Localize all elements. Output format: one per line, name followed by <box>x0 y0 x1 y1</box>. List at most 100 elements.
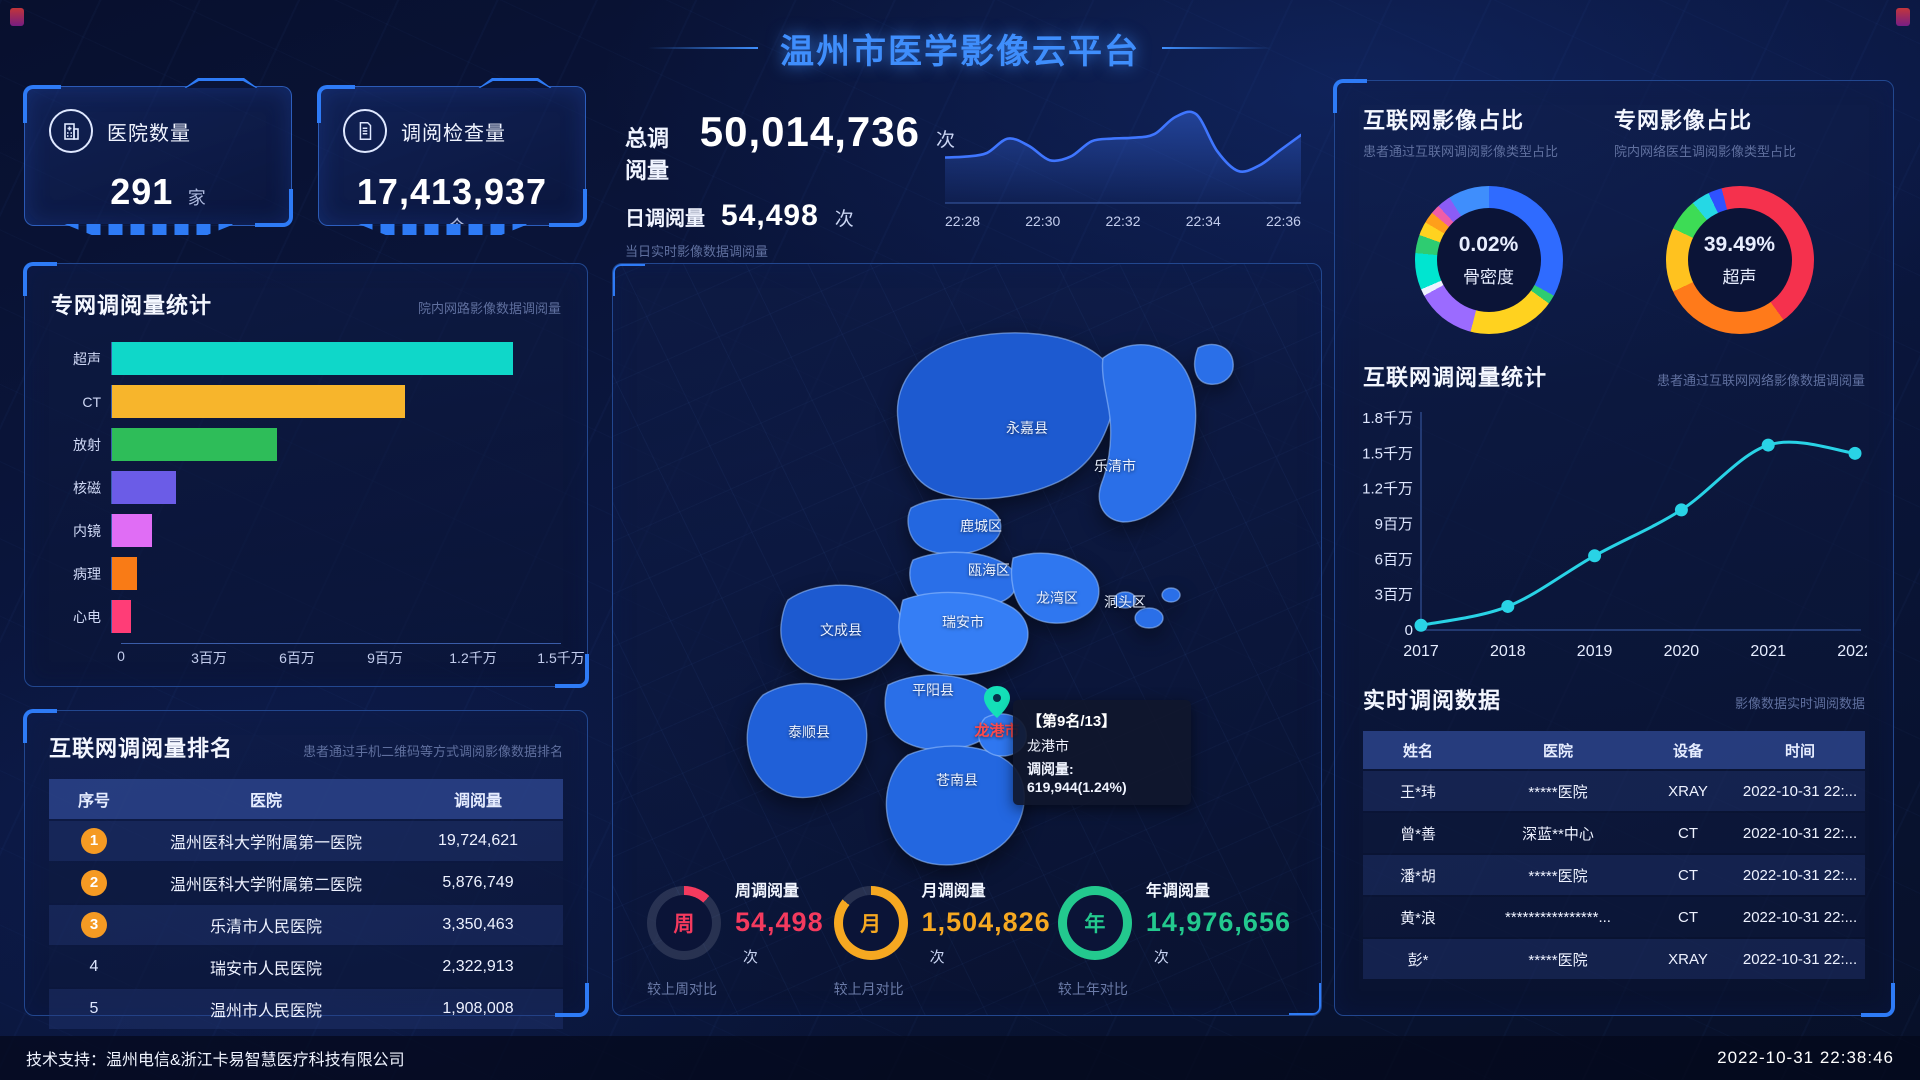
bar-track <box>111 514 561 547</box>
realtime-row[interactable]: 王*玮 *****医院 XRAY 2022-10-31 22:... <box>1363 771 1865 811</box>
kpi-unit: 次 <box>1153 949 1170 966</box>
tooltip-rank: 【第9名/13】 <box>1027 713 1117 730</box>
donut-center-label: 超声 <box>1722 267 1757 287</box>
time-axis: 22:28 22:30 22:32 22:34 22:36 <box>945 213 1301 229</box>
data-point[interactable] <box>1848 446 1862 460</box>
bar-category-label: CT <box>82 393 101 410</box>
hospital-name: ****************... <box>1505 908 1611 926</box>
hospital-name: 温州市人民医院 <box>209 1003 322 1020</box>
card-notch <box>184 78 258 88</box>
realtime-row[interactable]: 黄*浪 ****************... CT 2022-10-31 22:..… <box>1363 897 1865 937</box>
kpi-row: 周周调阅量 54,498次 较上周对比月月调阅量 1,504,826次 较上月对比年年调… <box>647 877 1297 999</box>
axis-tick: 9百万 <box>367 650 403 666</box>
realtime-table: 姓名 医院 设备 时间 王*玮 *****医院 XRAY 2022-10-31 22:... 曾… <box>1363 731 1865 979</box>
total-views-unit: 次 <box>935 130 955 151</box>
kpi-ring-letter: 年 <box>1066 895 1123 951</box>
table-row[interactable]: 3 乐清市人民医院 3,350,463 <box>49 905 563 945</box>
panel-subtitle: 影像数据实时调阅数据 <box>1734 696 1865 711</box>
data-point[interactable] <box>1414 618 1428 632</box>
kpi-value: 14,976,656次 <box>1145 907 1291 966</box>
kpi-label: 年调阅量 <box>1145 883 1210 900</box>
map-district[interactable] <box>1134 607 1164 629</box>
map-district[interactable] <box>898 591 1029 676</box>
bar <box>112 428 277 461</box>
data-point[interactable] <box>1761 438 1775 452</box>
map-district[interactable] <box>907 498 1002 555</box>
kpi-unit: 次 <box>743 949 760 966</box>
bar-row: CT <box>51 385 561 418</box>
data-point[interactable] <box>1674 503 1688 517</box>
data-point[interactable] <box>1588 549 1602 563</box>
bar-track <box>111 342 561 375</box>
map-label: 龙湾区 <box>1036 590 1078 606</box>
tooltip-district: 龙港市 <box>1027 738 1069 754</box>
rank-number: 5 <box>89 1000 99 1017</box>
bar-category-label: 核磁 <box>73 479 101 496</box>
value-tick: 3百万 <box>1375 587 1413 604</box>
stat-card-unit: 家 <box>187 188 206 208</box>
map-marker-pin <box>984 686 1010 718</box>
kpi-texts: 月调阅量 1,504,826次 <box>922 877 1058 969</box>
bar-row: 放射 <box>51 428 561 461</box>
kpi-ring: 年 <box>1057 886 1132 960</box>
time-tick: 22:36 <box>1265 213 1301 229</box>
year-tick: 2018 <box>1490 643 1526 660</box>
data-point[interactable] <box>1501 599 1515 613</box>
patient-name: 黄*浪 <box>1400 909 1436 927</box>
donut-section: 互联网影像占比 患者通过互联网调阅影像类型占比 0.02% 骨密度 专网影像占比… <box>1363 103 1865 334</box>
map-district[interactable] <box>780 584 904 681</box>
stat-card-label: 医院数量 <box>107 122 191 145</box>
table-header-row: 姓名 医院 设备 时间 <box>1363 731 1865 769</box>
map-label: 文成县 <box>820 622 862 638</box>
realtime-row[interactable]: 潘*胡 *****医院 CT 2022-10-31 22:... <box>1363 855 1865 895</box>
map-district[interactable] <box>1194 343 1234 385</box>
table-row[interactable]: 1 温州医科大学附属第一医院 19,724,621 <box>49 821 563 861</box>
kpi-compare: 较上周对比 <box>647 981 717 997</box>
view-count: 5,876,749 <box>442 874 514 891</box>
map-district[interactable] <box>1161 587 1181 603</box>
document-icon <box>343 109 387 153</box>
table-row[interactable]: 5 温州市人民医院 1,908,008 <box>49 989 563 1029</box>
bar-category-label: 病理 <box>73 565 101 582</box>
patient-name: 曾*善 <box>1400 825 1436 843</box>
map-label: 平阳县 <box>912 682 954 698</box>
map-label: 鹿城区 <box>960 518 1002 534</box>
internet-type-donut: 0.02% 骨密度 <box>1414 186 1563 334</box>
bar-category-label: 放射 <box>73 436 101 453</box>
rank-cell: 1 <box>49 828 139 854</box>
map-district[interactable] <box>746 682 868 799</box>
daily-views-label: 日调阅量 <box>625 208 705 230</box>
value-tick: 1.2千万 <box>1363 481 1413 498</box>
kpi-main: 周 周调阅量 54,498次 <box>647 877 834 969</box>
realtime-row[interactable]: 彭* *****医院 XRAY 2022-10-31 22:... <box>1363 939 1865 979</box>
value-tick: 0 <box>1405 622 1413 639</box>
card-tail <box>64 224 235 235</box>
map-label: 泰顺县 <box>788 724 830 740</box>
realtime-row[interactable]: 曾*善 深蓝**中心 CT 2022-10-31 22:... <box>1363 813 1865 853</box>
table-row[interactable]: 2 温州医科大学附属第二医院 5,876,749 <box>49 863 563 903</box>
kpi-value: 54,498次 <box>735 907 824 966</box>
rank-number: 4 <box>89 958 99 975</box>
kpi-main: 月 月调阅量 1,504,826次 <box>833 877 1058 969</box>
table-row[interactable]: 4 瑞安市人民医院 2,322,913 <box>49 947 563 987</box>
hospital-name: *****医院 <box>1528 867 1588 885</box>
column-header: 序号 <box>77 793 110 810</box>
kpi: 年 年调阅量 14,976,656次 较上年对比 <box>1057 877 1297 999</box>
device-type: XRAY <box>1668 782 1708 800</box>
map-district[interactable] <box>1010 552 1100 624</box>
map-district[interactable] <box>1098 344 1197 523</box>
stat-card-label: 调阅检查量 <box>401 122 506 145</box>
device-type: XRAY <box>1668 950 1708 968</box>
rank-cell: 4 <box>49 958 139 976</box>
year-tick: 2019 <box>1577 643 1613 660</box>
view-time: 2022-10-31 22:... <box>1742 950 1858 968</box>
map-district[interactable] <box>1113 591 1137 609</box>
value-tick: 1.5千万 <box>1363 445 1413 462</box>
map-district[interactable] <box>896 332 1116 500</box>
trend-line <box>943 110 1303 173</box>
internet-share-block: 互联网影像占比 患者通过互联网调阅影像类型占比 0.02% 骨密度 <box>1363 103 1614 334</box>
stat-card-value: 291 <box>110 171 174 212</box>
map-district[interactable] <box>885 745 1025 866</box>
axis-tick: 0 <box>117 648 125 664</box>
